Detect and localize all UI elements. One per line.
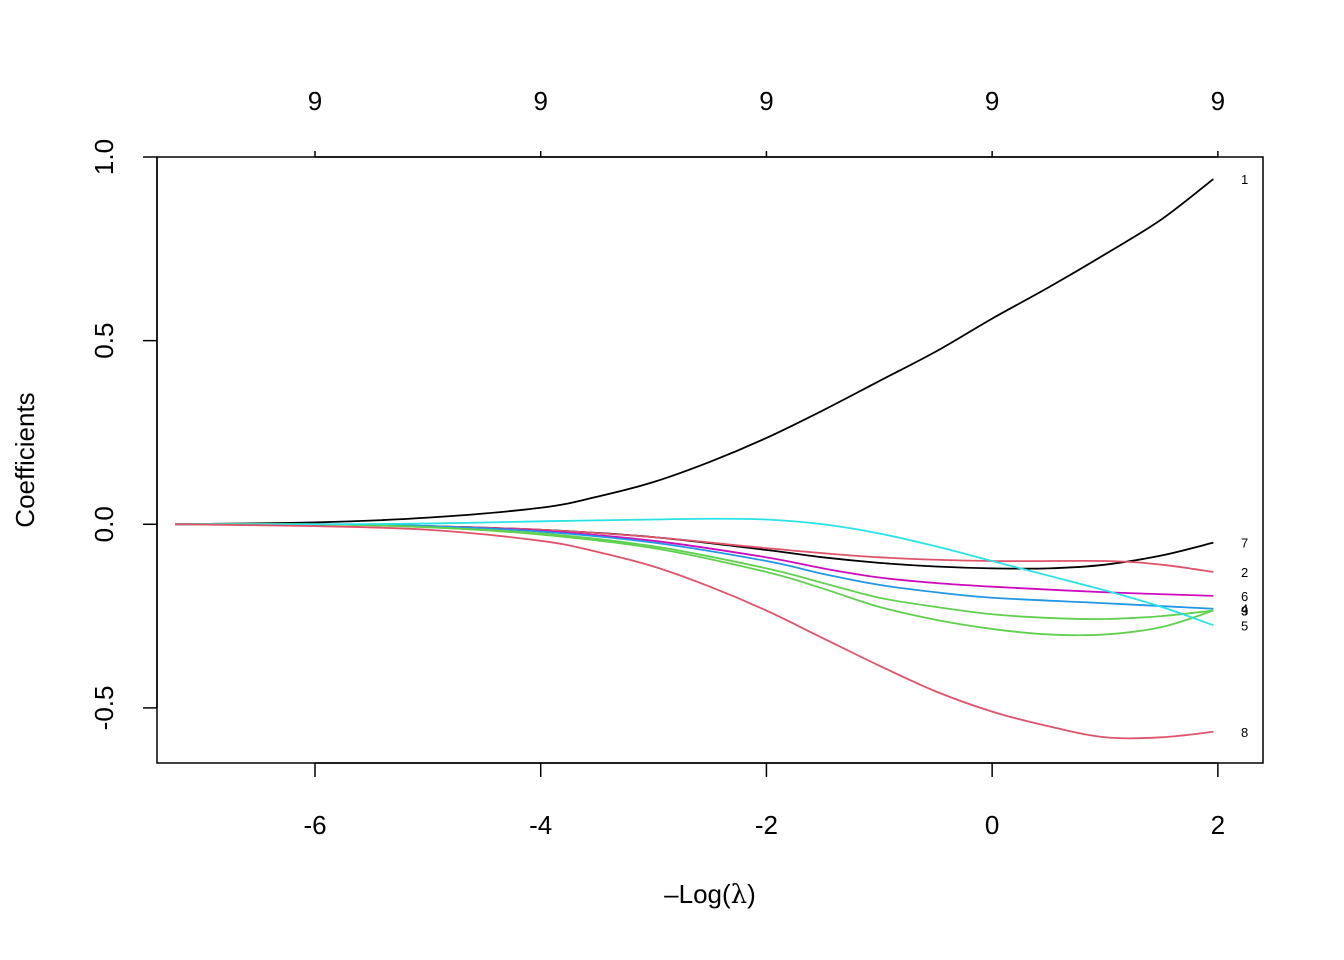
series-label-5: 5 <box>1241 618 1248 633</box>
x-tick-label: -4 <box>529 810 552 840</box>
series-label-3: 3 <box>1241 604 1248 619</box>
series-label-4: 4 <box>1241 602 1248 617</box>
x-tick-label: 2 <box>1211 810 1225 840</box>
series-label-8: 8 <box>1241 725 1248 740</box>
y-tick-label: 1.0 <box>89 139 119 175</box>
series-label-7: 7 <box>1241 536 1248 551</box>
top-tick-label: 9 <box>308 86 322 116</box>
series-line-9 <box>175 523 1214 621</box>
y-tick-label: 0.5 <box>89 323 119 359</box>
series-line-3 <box>175 523 1214 637</box>
top-tick-label: 9 <box>1211 86 1225 116</box>
series-line-4 <box>175 523 1214 610</box>
y-tick-label: 0.0 <box>89 506 119 542</box>
series-label-9: 9 <box>1241 604 1248 619</box>
top-tick-label: 9 <box>985 86 999 116</box>
series-line-8 <box>175 523 1214 740</box>
series-label-2: 2 <box>1241 565 1248 580</box>
x-axis-title-suffix: ) <box>747 879 756 909</box>
series-line-5 <box>175 517 1214 627</box>
plot-frame <box>156 156 1264 764</box>
series-label-6: 6 <box>1241 589 1248 604</box>
x-axis-title: –Log(λ) <box>664 879 756 910</box>
x-tick-label: -2 <box>755 810 778 840</box>
y-axis-title: Coefficients <box>10 392 40 527</box>
series-label-1: 1 <box>1241 172 1248 187</box>
x-axis-title-main: Log( <box>679 879 731 909</box>
x-tick-label: -6 <box>303 810 326 840</box>
y-tick-label: -0.5 <box>89 686 119 731</box>
x-axis-title-lambda: λ <box>731 880 747 910</box>
series-line-6 <box>175 523 1214 597</box>
series-line-1 <box>175 178 1214 526</box>
top-tick-label: 9 <box>759 86 773 116</box>
top-tick-label: 9 <box>533 86 547 116</box>
axis-layer: -6 -4 -2 0 2 9 9 9 9 9 -0.5 0.0 0.5 1.0 <box>89 86 1225 840</box>
x-axis-title-prefix: – <box>664 879 679 909</box>
x-tick-label: 0 <box>985 810 999 840</box>
